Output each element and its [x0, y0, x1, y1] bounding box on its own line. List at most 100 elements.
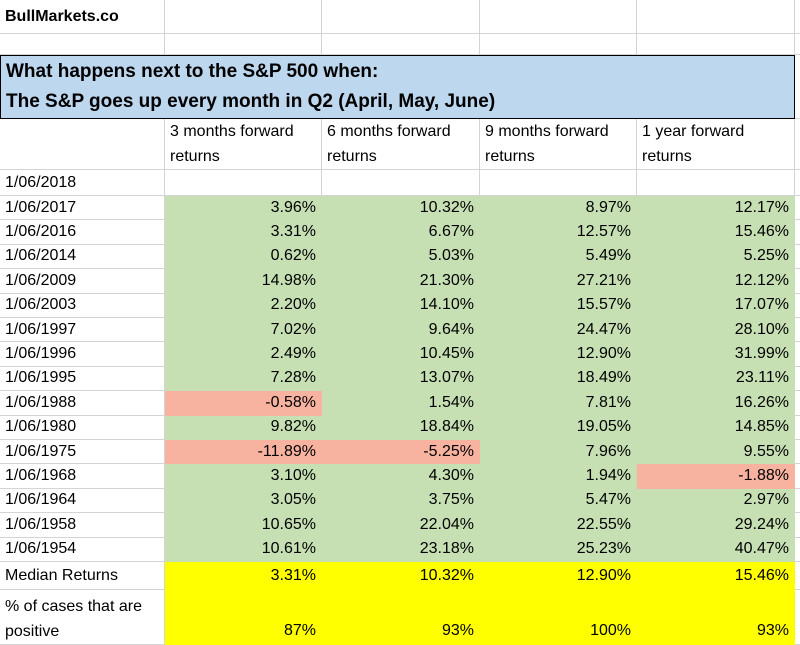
value-cell: -1.88%: [637, 464, 795, 489]
value-cell: 4.30%: [322, 464, 480, 489]
summary-value: 93%: [322, 590, 480, 645]
value-cell: 3.96%: [165, 196, 322, 221]
summary-value: 10.32%: [322, 562, 480, 590]
cell: [322, 34, 480, 55]
value-cell: 9.64%: [322, 318, 480, 343]
value-cell: 5.49%: [480, 244, 637, 270]
cell: [795, 196, 800, 221]
cell: [795, 416, 800, 440]
cell: [165, 34, 322, 55]
value-cell: 22.04%: [322, 513, 480, 538]
cell: [795, 342, 800, 367]
date-cell: 1/06/1996: [0, 342, 165, 367]
cell: [795, 119, 800, 170]
value-cell: 19.05%: [480, 415, 637, 440]
value-cell: 10.61%: [165, 537, 322, 562]
date-cell: 1/06/1997: [0, 318, 165, 343]
value-cell: 9.55%: [637, 440, 795, 465]
value-cell: 18.49%: [480, 366, 637, 392]
cell: [795, 590, 800, 645]
value-cell: 12.57%: [480, 220, 637, 245]
cell: [795, 269, 800, 294]
date-cell: 1/06/2017: [0, 196, 165, 221]
cell: [795, 464, 800, 489]
value-cell: 23.18%: [322, 537, 480, 562]
value-cell: -0.58%: [165, 391, 322, 416]
value-cell: [322, 170, 480, 196]
value-cell: 9.82%: [165, 415, 322, 440]
cell: [637, 34, 795, 55]
cell: [795, 170, 800, 196]
value-cell: 0.62%: [165, 244, 322, 270]
value-cell: -11.89%: [165, 440, 322, 465]
value-cell: 12.12%: [637, 269, 795, 294]
date-cell: 1/06/2016: [0, 220, 165, 245]
cell: [795, 391, 800, 416]
date-cell: 1/06/2018: [0, 170, 165, 196]
cell: [165, 0, 322, 34]
cell: [795, 55, 800, 119]
date-cell: 1/06/1964: [0, 488, 165, 514]
date-cell: 1/06/1975: [0, 440, 165, 465]
column-header: 6 months forward returns: [322, 119, 480, 170]
value-cell: 5.03%: [322, 244, 480, 270]
cell: [795, 0, 800, 34]
column-header: 9 months forward returns: [480, 119, 637, 170]
value-cell: 3.75%: [322, 488, 480, 514]
value-cell: 7.28%: [165, 366, 322, 392]
value-cell: 15.57%: [480, 293, 637, 318]
value-cell: 14.98%: [165, 269, 322, 294]
value-cell: 12.90%: [480, 342, 637, 367]
value-cell: 28.10%: [637, 318, 795, 343]
value-cell: 21.30%: [322, 269, 480, 294]
title-line: The S&P goes up every month in Q2 (April…: [6, 91, 496, 112]
value-cell: 18.84%: [322, 415, 480, 440]
value-cell: 5.25%: [637, 244, 795, 270]
cell: [795, 294, 800, 318]
cell: [795, 220, 800, 245]
summary-value: 15.46%: [637, 562, 795, 590]
summary-value: 12.90%: [480, 562, 637, 590]
cell: [795, 34, 800, 55]
value-cell: 23.11%: [637, 366, 795, 392]
title-banner: What happens next to the S&P 500 when: Th…: [0, 55, 795, 119]
date-cell: 1/06/1988: [0, 391, 165, 416]
value-cell: 5.47%: [480, 488, 637, 514]
value-cell: 2.97%: [637, 488, 795, 514]
value-cell: 31.99%: [637, 342, 795, 367]
value-cell: -5.25%: [322, 440, 480, 465]
value-cell: 10.45%: [322, 342, 480, 367]
value-cell: 6.67%: [322, 220, 480, 245]
value-cell: 17.07%: [637, 293, 795, 318]
value-cell: 13.07%: [322, 366, 480, 392]
column-header: 3 months forward returns: [165, 119, 322, 170]
date-cell: 1/06/2003: [0, 293, 165, 318]
cell: [637, 0, 795, 34]
value-cell: 10.65%: [165, 513, 322, 538]
value-cell: 3.05%: [165, 488, 322, 514]
cell: [795, 318, 800, 343]
value-cell: 25.23%: [480, 537, 637, 562]
date-cell: 1/06/2014: [0, 244, 165, 270]
value-cell: [165, 170, 322, 196]
summary-value: 87%: [165, 590, 322, 645]
cell: [795, 538, 800, 562]
title-line: What happens next to the S&P 500 when:: [6, 61, 379, 82]
cell: [795, 562, 800, 590]
value-cell: [480, 170, 637, 196]
cell: [795, 367, 800, 392]
value-cell: 7.81%: [480, 391, 637, 416]
cell: [795, 513, 800, 538]
value-cell: 29.24%: [637, 513, 795, 538]
summary-label: Median Returns: [0, 562, 165, 590]
summary-value: 3.31%: [165, 562, 322, 590]
value-cell: 2.49%: [165, 342, 322, 367]
date-cell: 1/06/1954: [0, 537, 165, 562]
summary-label: % of cases that are positive: [0, 590, 165, 645]
value-cell: 24.47%: [480, 318, 637, 343]
cell: [322, 0, 480, 34]
value-cell: 40.47%: [637, 537, 795, 562]
value-cell: 22.55%: [480, 513, 637, 538]
date-cell: 1/06/1995: [0, 366, 165, 392]
